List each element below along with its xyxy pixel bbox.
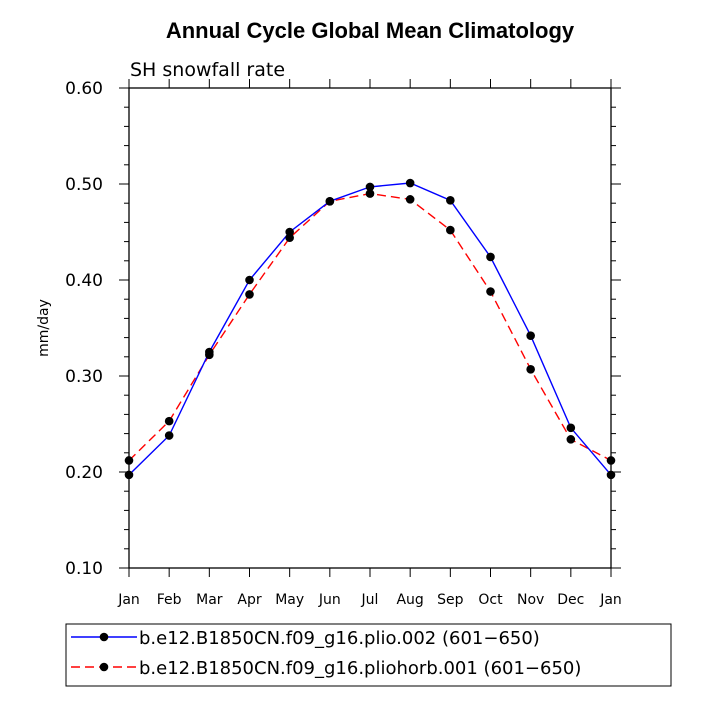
y-tick-label: 0.60 <box>65 79 103 99</box>
series-0-point <box>526 331 535 340</box>
series-1-point <box>526 364 535 374</box>
legend: b.e12.B1850CN.f09_g16.plio.002 (601−650)… <box>65 623 672 687</box>
series-1-point <box>164 416 174 426</box>
plot-area: 0.10 0.20 0.30 0.40 0.50 0.60 Jan Feb Mar Apr May J… <box>65 79 622 608</box>
series-1-point <box>365 189 375 198</box>
x-tick-label: Jun <box>318 592 341 608</box>
x-tick-label: Nov <box>517 592 544 608</box>
x-tick-label: Apr <box>237 592 261 608</box>
series-1-point <box>124 456 134 465</box>
x-tick-label: Aug <box>396 592 423 608</box>
x-tick-label: Jul <box>361 592 379 608</box>
series-line-0 <box>128 182 612 476</box>
x-tick-label: Oct <box>478 592 503 608</box>
series-0-point <box>606 470 616 480</box>
series-1-point <box>486 287 495 296</box>
plot-frame <box>128 87 612 569</box>
series-1-point <box>446 225 455 235</box>
series-0-point <box>245 275 254 285</box>
x-tick-label: May <box>275 592 304 608</box>
series-0-point <box>205 347 214 357</box>
series-0-point <box>164 431 174 440</box>
series-0-point <box>325 196 335 206</box>
x-tick-label: Feb <box>157 592 182 608</box>
series-1-point <box>606 456 616 465</box>
series-0-point <box>446 196 455 205</box>
legend-marker-0 <box>99 632 109 642</box>
y-tick-label: 0.10 <box>65 559 103 579</box>
chart-title: Annual Cycle Global Mean Climatology <box>166 18 575 43</box>
y-tick-label: 0.30 <box>65 367 103 387</box>
series-0-point <box>365 182 375 192</box>
x-tick-label: Mar <box>196 592 223 608</box>
legend-label-1: b.e12.B1850CN.f09_g16.pliohorb.001 (601−… <box>139 658 581 679</box>
legend-box <box>65 623 672 687</box>
series-0-point <box>486 252 495 262</box>
x-tick-label: Jan <box>599 592 622 608</box>
y-tick-label: 0.40 <box>65 271 103 291</box>
series-1-point <box>405 195 415 204</box>
series-0-point <box>566 423 576 433</box>
series-0-point <box>285 227 294 237</box>
series-1-point <box>245 290 254 299</box>
x-tick-label: Jan <box>117 592 140 608</box>
y-tick-label: 0.50 <box>65 175 103 195</box>
x-tick-label: Dec <box>557 592 584 608</box>
legend-label-0: b.e12.B1850CN.f09_g16.plio.002 (601−650) <box>139 628 540 649</box>
series-line-1 <box>128 192 612 462</box>
x-tick-label: Sep <box>437 592 464 608</box>
series-0-point <box>405 178 415 188</box>
series-1-point <box>566 435 576 444</box>
legend-marker-1 <box>99 662 109 672</box>
y-axis-label: mm/day <box>36 299 52 357</box>
y-tick-label: 0.20 <box>65 463 103 483</box>
series-0-point <box>124 470 134 480</box>
chart-subtitle: SH snowfall rate <box>130 59 285 81</box>
